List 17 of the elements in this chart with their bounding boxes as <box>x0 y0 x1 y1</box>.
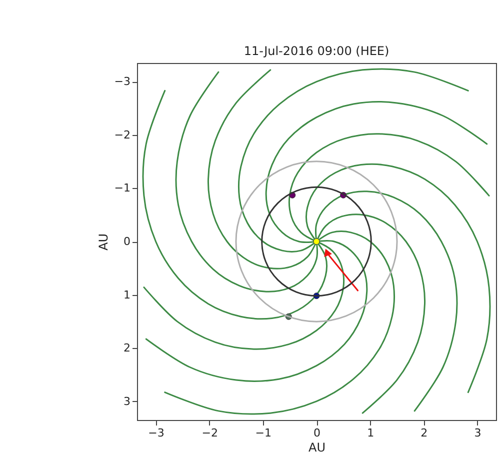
y-tick-label: 3 <box>124 394 130 408</box>
x-tick-label: 3 <box>474 426 482 440</box>
y-tick-label: −1 <box>114 182 130 195</box>
y-tick-label: 0 <box>124 235 130 248</box>
x-tick-label: 0 <box>314 426 320 440</box>
x-tick-label: 1 <box>367 426 374 440</box>
y-tick-label: −2 <box>114 128 130 142</box>
y-tick-label: 1 <box>124 288 130 302</box>
x-tick-label: 2 <box>420 426 428 440</box>
y-tick-label: −3 <box>114 75 130 88</box>
x-tick-label: −1 <box>255 426 272 440</box>
x-tick-label: −2 <box>202 426 218 440</box>
x-tick-label: −3 <box>148 426 164 440</box>
x-axis-title: AU <box>308 440 326 452</box>
chart-title: 11-Jul-2016 09:00 (HEE) <box>244 44 390 58</box>
y-axis-title: AU <box>96 234 110 250</box>
y-tick-label: 2 <box>124 342 130 355</box>
